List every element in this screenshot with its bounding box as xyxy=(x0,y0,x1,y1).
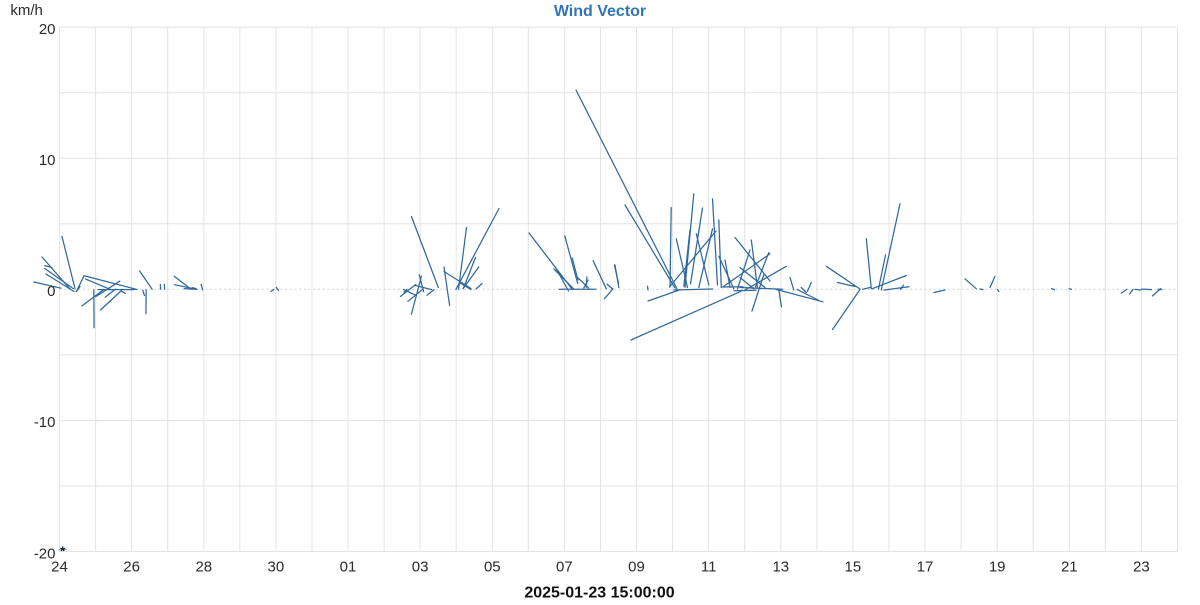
svg-text:28: 28 xyxy=(195,559,212,576)
svg-text:09: 09 xyxy=(628,559,645,576)
svg-text:-10: -10 xyxy=(34,414,56,431)
svg-text:11: 11 xyxy=(701,559,717,576)
svg-text:30: 30 xyxy=(268,559,285,576)
svg-text:10: 10 xyxy=(39,152,56,169)
svg-text:26: 26 xyxy=(123,559,140,576)
svg-text:03: 03 xyxy=(412,559,429,576)
svg-text:15: 15 xyxy=(845,559,862,576)
svg-text:13: 13 xyxy=(772,559,789,576)
svg-text:20: 20 xyxy=(39,21,56,38)
svg-text:05: 05 xyxy=(484,559,501,576)
svg-text:19: 19 xyxy=(989,559,1006,576)
svg-text:17: 17 xyxy=(917,559,934,576)
svg-text:km/h: km/h xyxy=(10,2,43,19)
svg-text:Wind Vector: Wind Vector xyxy=(554,3,646,20)
svg-text:01: 01 xyxy=(340,559,357,576)
svg-text:2025-01-23 15:00:00: 2025-01-23 15:00:00 xyxy=(524,585,674,601)
svg-text:21: 21 xyxy=(1061,559,1078,576)
svg-text:23: 23 xyxy=(1133,559,1150,576)
svg-text:07: 07 xyxy=(556,559,573,576)
svg-text:24: 24 xyxy=(51,559,68,576)
svg-text:0: 0 xyxy=(47,283,55,300)
